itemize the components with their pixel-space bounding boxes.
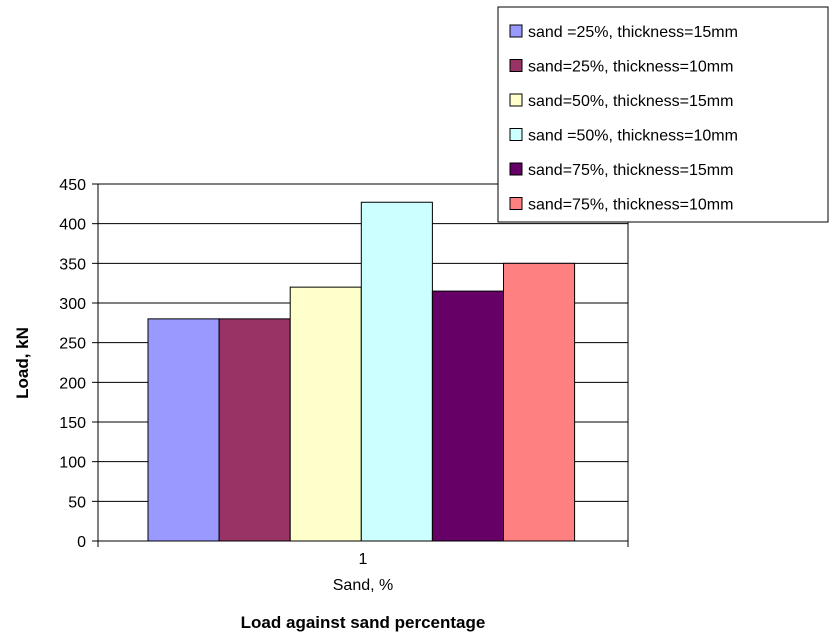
legend-box	[497, 6, 829, 223]
legend-swatch	[509, 128, 523, 141]
y-axis-label: Load, kN	[13, 327, 32, 399]
bar	[503, 262, 576, 542]
y-tick-label: 100	[59, 455, 86, 472]
x-tick-labels: 1	[359, 551, 368, 568]
chart-title: Load against sand percentage	[241, 613, 486, 632]
legend-label: sand =25%, thickness=15mm	[528, 24, 738, 41]
y-tick-label: 400	[59, 217, 86, 234]
y-tick-label: 0	[77, 534, 86, 551]
legend-label: sand =50%, thickness=10mm	[528, 128, 738, 145]
y-tick-label: 300	[59, 296, 86, 313]
bars	[147, 201, 576, 542]
legend-swatch	[509, 24, 523, 38]
x-tick-label: 1	[359, 551, 368, 568]
legend: sand =25%, thickness=15mm sand=25%, thick…	[497, 6, 829, 223]
bar	[147, 318, 220, 542]
legend-label: sand=25%, thickness=10mm	[528, 59, 733, 76]
legend-items: sand =25%, thickness=15mm sand=25%, thick…	[509, 24, 738, 214]
y-tick-label: 350	[59, 256, 86, 273]
y-tick-label: 250	[59, 336, 86, 353]
bar	[218, 318, 291, 542]
legend-swatch	[509, 197, 523, 210]
bar	[360, 201, 433, 542]
y-tick-label: 200	[59, 375, 86, 392]
legend-swatch	[509, 162, 523, 176]
legend-swatch	[509, 59, 523, 72]
y-tick-labels: 0 50 100 150 200 250 300 350 400 450	[59, 177, 86, 551]
axes	[92, 183, 629, 547]
y-tick-label: 450	[59, 177, 86, 194]
legend-swatch	[509, 93, 523, 107]
y-tick-label: 150	[59, 415, 86, 432]
x-axis-label: Sand, %	[333, 577, 393, 594]
bar	[431, 290, 504, 542]
legend-label: sand=75%, thickness=10mm	[528, 197, 733, 214]
y-tick-label: 50	[68, 494, 86, 511]
legend-label: sand=50%, thickness=15mm	[528, 93, 733, 110]
legend-label: sand=75%, thickness=15mm	[528, 162, 733, 179]
bar	[289, 286, 362, 542]
